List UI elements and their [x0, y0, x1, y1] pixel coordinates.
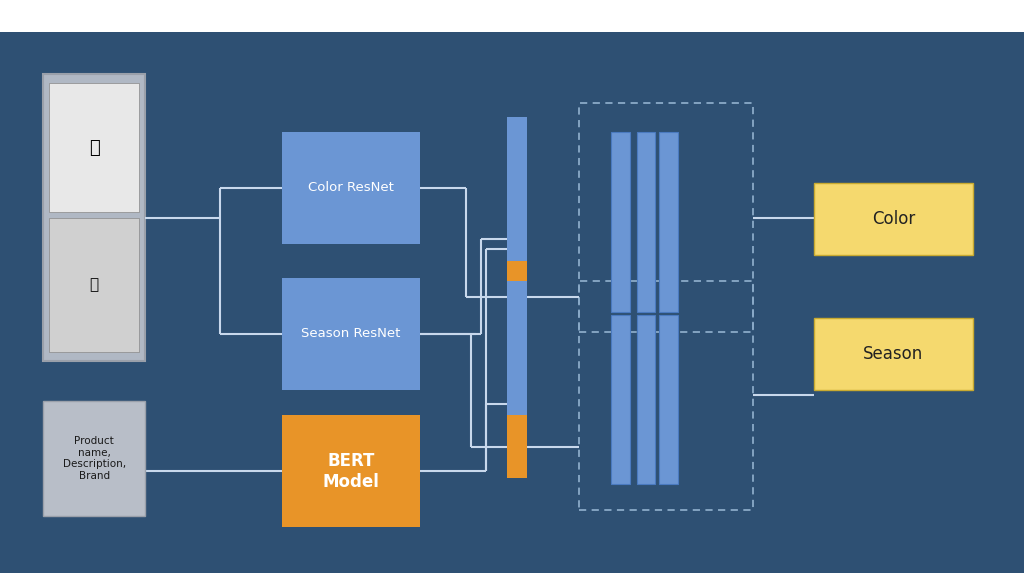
Text: 👚: 👚	[90, 277, 98, 293]
FancyBboxPatch shape	[282, 415, 420, 527]
FancyBboxPatch shape	[637, 132, 655, 312]
FancyBboxPatch shape	[282, 278, 420, 390]
Text: 🎽: 🎽	[89, 139, 99, 156]
FancyBboxPatch shape	[49, 83, 139, 212]
FancyBboxPatch shape	[282, 132, 420, 244]
FancyBboxPatch shape	[611, 315, 630, 484]
Text: Color: Color	[871, 210, 915, 228]
FancyBboxPatch shape	[43, 74, 145, 361]
Text: BERT
Model: BERT Model	[323, 452, 379, 490]
Text: Color ResNet: Color ResNet	[308, 181, 393, 194]
FancyBboxPatch shape	[507, 261, 527, 332]
FancyBboxPatch shape	[814, 183, 973, 255]
FancyBboxPatch shape	[43, 401, 145, 516]
FancyBboxPatch shape	[637, 315, 655, 484]
Text: Season: Season	[863, 345, 924, 363]
FancyBboxPatch shape	[0, 0, 1024, 32]
FancyBboxPatch shape	[814, 318, 973, 390]
FancyBboxPatch shape	[49, 218, 139, 352]
FancyBboxPatch shape	[507, 415, 527, 478]
FancyBboxPatch shape	[659, 315, 678, 484]
Text: Season ResNet: Season ResNet	[301, 327, 400, 340]
FancyBboxPatch shape	[659, 132, 678, 312]
FancyBboxPatch shape	[611, 132, 630, 312]
FancyBboxPatch shape	[507, 117, 527, 261]
FancyBboxPatch shape	[507, 281, 527, 415]
Text: Product
name,
Description,
Brand: Product name, Description, Brand	[62, 436, 126, 481]
